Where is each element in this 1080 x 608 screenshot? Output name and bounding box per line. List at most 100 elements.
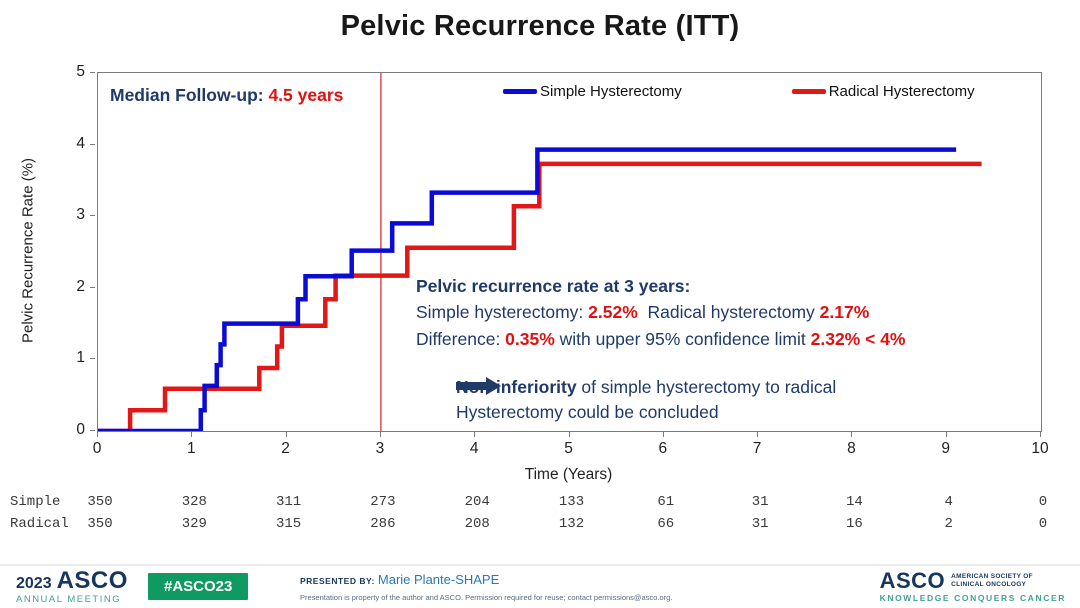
risk-row-label: Radical [10, 516, 69, 532]
conclusion-block: Non-inferiority of simple hysterectomy t… [456, 375, 836, 426]
x-tick-mark [851, 432, 853, 437]
radical-line-swatch [791, 89, 826, 94]
risk-value: 31 [751, 516, 769, 532]
legend-label-simple: Simple Hysterectomy [540, 83, 682, 100]
y-tick-label: 1 [76, 349, 85, 367]
y-axis-title: Pelvic Recurrence Rate (%) [19, 157, 37, 344]
y-tick-mark [90, 72, 95, 73]
median-followup-value: 4.5 years [268, 85, 344, 105]
risk-value: 132 [558, 516, 585, 532]
asco-society-wordmark: ASCO [879, 568, 946, 593]
simple-line-swatch [503, 89, 537, 94]
risk-value: 0 [1038, 494, 1048, 510]
km-plot-area: Median Follow-up: 4.5 years Simple Hyste… [97, 72, 1042, 432]
x-tick-label: 7 [752, 440, 762, 457]
legend-item-radical: Radical Hysterectomy [791, 83, 975, 100]
annotation-line2: Simple hysterectomy: 2.52% Radical hyste… [416, 299, 905, 325]
risk-value: 273 [370, 494, 396, 510]
risk-row-label: Simple [10, 494, 61, 510]
curve-radical-hysterectomy [98, 161, 982, 431]
confidence-limit-value: 2.32% < 4% [810, 328, 906, 349]
legend-label-radical: Radical Hysterectomy [828, 83, 975, 100]
x-tick-mark [945, 432, 947, 437]
legend-item-simple: Simple Hysterectomy [503, 83, 682, 100]
y-tick-label: 5 [76, 63, 85, 80]
legend: Simple Hysterectomy Radical Hysterectomy [503, 83, 975, 100]
presenter-name: Marie Plante-SHAPE [377, 572, 500, 587]
km-curves [98, 73, 982, 431]
footer: 2023 ASCO ANNUAL MEETING #ASCO23 PRESENT… [0, 564, 1080, 608]
y-tick-mark [90, 430, 95, 431]
risk-value: 16 [845, 516, 863, 532]
meeting-year: 2023 [16, 575, 52, 592]
right-arrow-icon [456, 377, 501, 395]
annotation-text: Simple hysterectomy: [416, 302, 589, 323]
risk-value: 66 [657, 516, 675, 532]
asco-meeting-logo: 2023 ASCO ANNUAL MEETING [16, 567, 128, 605]
x-tick-label: 3 [375, 440, 385, 457]
asco-wordmark: ASCO [56, 567, 128, 594]
hashtag-badge: #ASCO23 [148, 573, 249, 600]
risk-value: 328 [181, 494, 207, 510]
x-tick-mark [662, 432, 664, 437]
presented-by-block: PRESENTED BY: Marie Plante-SHAPE Present… [300, 572, 672, 602]
page-title: Pelvic Recurrence Rate (ITT) [340, 10, 740, 42]
x-tick-label: 8 [847, 440, 856, 457]
x-tick-label: 6 [658, 440, 668, 457]
asco-society-logo-top: ASCO AMERICAN SOCIETY OF CLINICAL ONCOLO… [879, 568, 1066, 593]
x-tick-label: 4 [469, 440, 479, 457]
permission-disclaimer: Presentation is property of the author a… [300, 593, 673, 602]
y-tick-mark [90, 286, 95, 288]
risk-value: 311 [275, 494, 302, 510]
x-tick-label: 5 [564, 440, 573, 457]
society-name: AMERICAN SOCIETY OF CLINICAL ONCOLOGY [951, 573, 1033, 589]
x-tick-mark [379, 432, 381, 437]
annotation-heading: Pelvic recurrence rate at 3 years: [416, 276, 691, 296]
x-tick-label: 10 [1031, 440, 1049, 457]
conclusion-text: Non-inferiority of simple hysterectomy t… [456, 375, 836, 426]
annotation-text: Radical hysterectomy [637, 302, 820, 323]
x-tick-mark [191, 432, 193, 437]
annotation-text: Difference: [416, 328, 506, 349]
x-axis-title: Time (Years) [524, 466, 613, 483]
presented-by-line: PRESENTED BY: Marie Plante-SHAPE [300, 572, 672, 587]
asco-meeting-logo-top: 2023 ASCO [16, 567, 128, 594]
median-followup-label: Median Follow-up: [110, 85, 269, 105]
conclusion-line1: Non-inferiority of simple hysterectomy t… [456, 375, 836, 400]
risk-value: 204 [464, 494, 490, 510]
risk-value: 315 [275, 516, 302, 532]
risk-value: 329 [181, 516, 207, 532]
risk-value: 2 [944, 516, 953, 532]
x-tick-mark [568, 432, 570, 437]
x-tick-mark [474, 432, 476, 437]
risk-value: 14 [845, 494, 863, 510]
annotation-text: with upper 95% confidence limit [554, 328, 811, 349]
simple-rate-value: 2.52% [588, 302, 638, 323]
risk-value: 61 [657, 494, 675, 510]
risk-value: 31 [751, 494, 769, 510]
asco-slogan: KNOWLEDGE CONQUERS CANCER [879, 592, 1066, 603]
x-tick-mark [1040, 432, 1041, 437]
median-followup-note: Median Follow-up: 4.5 years [110, 85, 343, 106]
risk-value: 286 [370, 516, 396, 532]
society-name-line2: CLINICAL ONCOLOGY [951, 580, 1027, 588]
x-tick-label: 1 [186, 440, 196, 457]
risk-value: 0 [1038, 516, 1048, 532]
risk-value: 208 [464, 516, 490, 532]
y-tick-mark [90, 143, 95, 145]
y-tick-label: 3 [76, 206, 85, 224]
y-tick-mark [90, 215, 95, 217]
conclusion-line2: Hysterectomy could be concluded [456, 402, 719, 423]
conclusion-rest1: of simple hysterectomy to radical [576, 377, 837, 397]
annual-meeting-label: ANNUAL MEETING [16, 594, 122, 605]
x-tick-label: 2 [281, 440, 290, 457]
x-tick-mark [97, 432, 98, 437]
x-tick-mark [757, 432, 759, 437]
x-tick-label: 0 [92, 440, 102, 457]
risk-value: 133 [558, 494, 585, 510]
society-name-line1: AMERICAN SOCIETY OF [951, 572, 1033, 580]
risk-value: 350 [87, 494, 113, 510]
x-tick-mark [285, 432, 287, 437]
radical-rate-value: 2.17% [819, 302, 870, 323]
